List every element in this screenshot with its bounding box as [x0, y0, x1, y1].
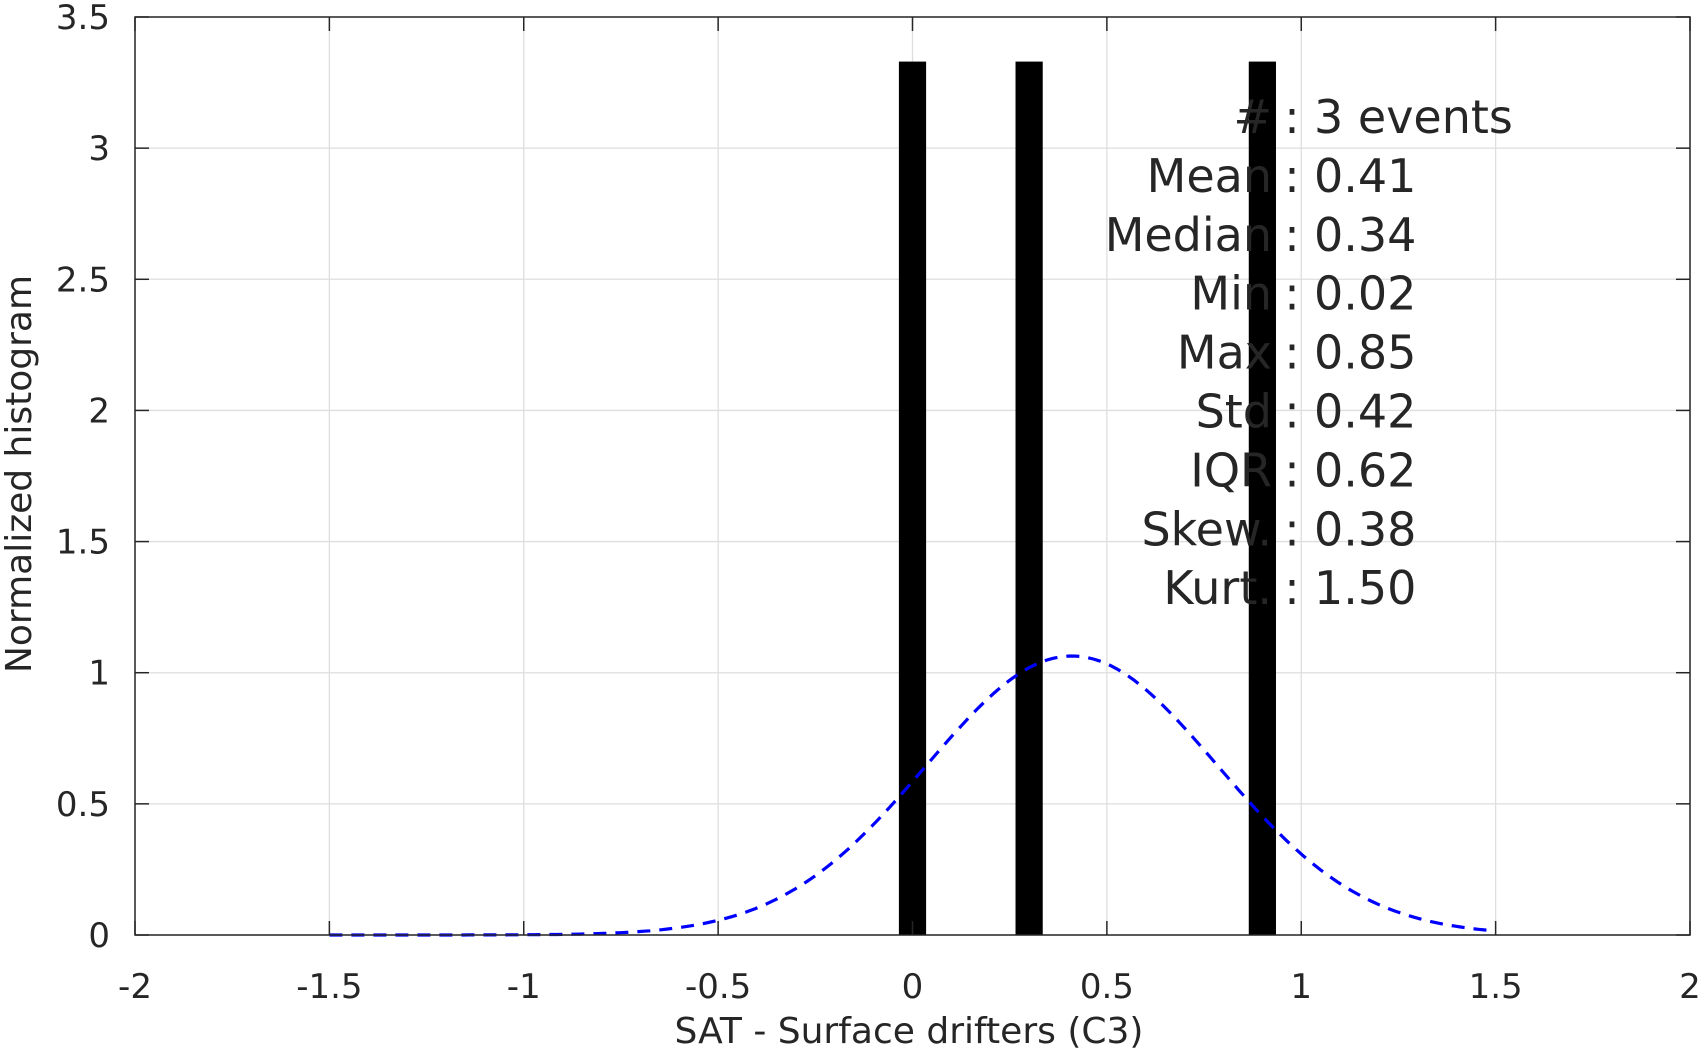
- stat-separator: :: [1284, 90, 1300, 144]
- normal-fit-curve: [329, 654, 1496, 937]
- stat-separator: :: [1284, 267, 1300, 321]
- y-tick-label: 3.5: [56, 0, 110, 38]
- stat-separator: :: [1284, 326, 1300, 380]
- histogram-bar: [1248, 61, 1276, 936]
- y-tick-labels: 0 0.5 1 1.5 2 2.5 3 3.5: [56, 0, 110, 956]
- stat-value: 3 events: [1314, 90, 1513, 144]
- y-tick-label: 1: [88, 654, 110, 694]
- stat-value: 0.38: [1314, 502, 1416, 556]
- x-tick-label: 1.5: [1469, 967, 1523, 1007]
- y-axis-label: Normalized histogram: [0, 275, 40, 673]
- stat-separator: :: [1284, 561, 1300, 615]
- stat-value: 0.02: [1314, 267, 1416, 321]
- y-tick-label: 3: [88, 129, 110, 169]
- x-tick-label: -0.5: [685, 967, 751, 1007]
- stat-separator: :: [1284, 502, 1300, 556]
- stat-label: #: [1233, 90, 1272, 144]
- stat-label: Median: [1105, 208, 1272, 262]
- y-tick-label: 1.5: [56, 523, 110, 563]
- x-axis-label: SAT - Surface drifters (C3): [675, 1011, 1144, 1052]
- histogram-bars: [898, 61, 1276, 936]
- y-tick-label: 0.5: [56, 785, 110, 825]
- stat-label: Kurt.: [1163, 561, 1272, 615]
- stat-value: 0.41: [1314, 149, 1416, 203]
- stat-label: IQR: [1190, 443, 1272, 497]
- stat-separator: :: [1284, 443, 1300, 497]
- x-tick-label: 0: [902, 967, 924, 1007]
- histogram-bar: [898, 61, 927, 936]
- x-tick-label: -1: [507, 967, 541, 1007]
- axes: [134, 16, 1691, 936]
- x-tick-label: 1: [1290, 967, 1312, 1007]
- stat-value: 0.34: [1314, 208, 1416, 262]
- stat-label: Skew.: [1141, 502, 1272, 556]
- stat-label: Mean: [1147, 149, 1272, 203]
- stat-separator: :: [1284, 385, 1300, 439]
- histogram-bar: [1015, 61, 1043, 936]
- stat-label: Max: [1177, 326, 1272, 380]
- stat-label: Min: [1190, 267, 1272, 321]
- x-tick-label: -2: [118, 967, 152, 1007]
- stat-separator: :: [1284, 208, 1300, 262]
- stat-value: 0.85: [1314, 326, 1416, 380]
- fit-curve: [329, 654, 1496, 937]
- stat-value: 0.62: [1314, 443, 1416, 497]
- x-tick-label: 0.5: [1080, 967, 1134, 1007]
- stat-value: 1.50: [1314, 561, 1416, 615]
- y-tick-label: 2.5: [56, 260, 110, 300]
- y-tick-label: 2: [88, 391, 110, 431]
- statistics-box: #:3 eventsMean:0.41Median:0.34Min:0.02Ma…: [1105, 90, 1513, 615]
- x-tick-labels: -2 -1.5 -1 -0.5 0 0.5 1 1.5 2: [118, 967, 1701, 1007]
- stat-separator: :: [1284, 149, 1300, 203]
- stat-value: 0.42: [1314, 385, 1416, 439]
- y-tick-label: 0: [88, 916, 110, 956]
- x-tick-label: -1.5: [296, 967, 362, 1007]
- stat-label: Std: [1196, 385, 1272, 439]
- x-tick-label: 2: [1679, 967, 1701, 1007]
